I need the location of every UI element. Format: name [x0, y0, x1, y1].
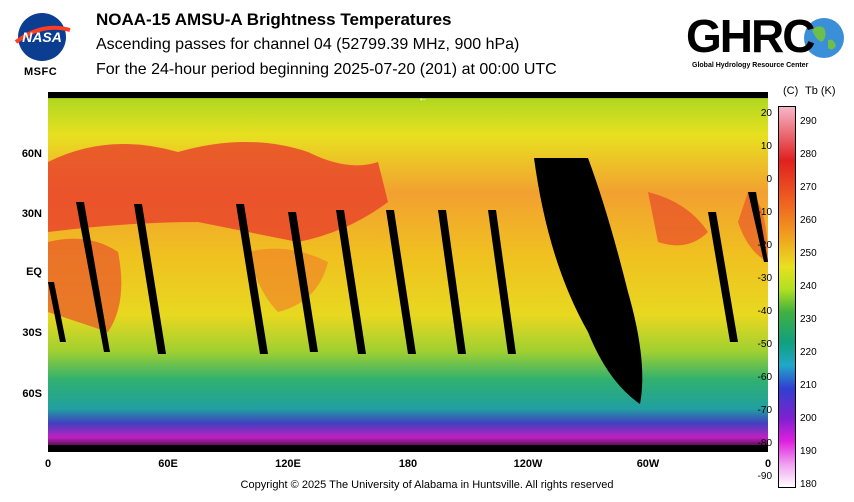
lat-label-eq: EQ: [26, 266, 42, 278]
colorbar-celsius-tick: -20: [757, 240, 772, 251]
lon-label-60e: 60E: [158, 458, 178, 470]
colorbar-celsius-tick: 0: [766, 174, 772, 185]
colorbar-celsius-tick: -90: [757, 471, 772, 482]
colorbar-kelvin-tick: 230: [800, 314, 817, 325]
colorbar-kelvin-tick: 260: [800, 215, 817, 226]
nasa-logo: NASA: [14, 13, 71, 61]
page-title: NOAA-15 AMSU-A Brightness Temperatures: [96, 10, 452, 29]
lon-label-120e: 120E: [275, 458, 301, 470]
colorbar-kelvin-tick: 190: [800, 446, 817, 457]
globe-icon: [804, 18, 844, 58]
lon-label-60w: 60W: [636, 458, 660, 470]
lat-label-60s: 60S: [22, 388, 42, 400]
lon-label-0-east: 0: [764, 458, 772, 470]
lon-label-0: 0: [44, 458, 52, 470]
colorbar-kelvin-tick: 270: [800, 182, 817, 193]
colorbar-header-kelvin: Tb (K): [805, 85, 836, 97]
colorbar-celsius-tick: -50: [757, 339, 772, 350]
lat-label-30n: 30N: [21, 208, 42, 220]
colorbar-kelvin-tick: 180: [800, 479, 817, 490]
nasa-logo-text: NASA: [22, 29, 62, 45]
colorbar-kelvin-tick: 290: [800, 116, 817, 127]
subtitle-channel: Ascending passes for channel 04 (52799.3…: [96, 36, 520, 53]
dateline-arrow-icon: ←: [418, 93, 428, 104]
brightness-temperature-map: ←: [48, 92, 768, 452]
colorbar-celsius-tick: -70: [757, 405, 772, 416]
ghrc-subtitle: Global Hydrology Resource Center: [692, 62, 809, 69]
ghrc-logo-text: GHRC: [686, 10, 815, 62]
colorbar-kelvin-tick: 220: [800, 347, 817, 358]
lon-label-180: 180: [398, 458, 418, 470]
colorbar: [778, 106, 796, 488]
colorbar-kelvin-tick: 200: [800, 413, 817, 424]
colorbar-celsius-tick: 20: [760, 108, 772, 119]
colorbar-celsius-tick: 10: [760, 141, 772, 152]
lat-label-30s: 30S: [22, 327, 42, 339]
colorbar-header-celsius: (C): [783, 85, 799, 97]
colorbar-celsius-tick: -10: [757, 207, 772, 218]
colorbar-celsius-tick: -80: [757, 438, 772, 449]
subtitle-period: For the 24-hour period beginning 2025-07…: [96, 61, 557, 78]
msfc-label: MSFC: [24, 66, 58, 78]
colorbar-celsius-tick: -30: [757, 273, 772, 284]
copyright-notice: Copyright © 2025 The University of Alaba…: [240, 479, 614, 491]
colorbar-kelvin-tick: 210: [800, 380, 817, 391]
colorbar-celsius-tick: -40: [757, 306, 772, 317]
colorbar-kelvin-tick: 280: [800, 149, 817, 160]
colorbar-celsius-tick: -60: [757, 372, 772, 383]
lon-label-120w: 120W: [513, 458, 543, 470]
colorbar-kelvin-tick: 250: [800, 248, 817, 259]
colorbar-kelvin-tick: 240: [800, 281, 817, 292]
lat-label-60n: 60N: [21, 148, 42, 160]
